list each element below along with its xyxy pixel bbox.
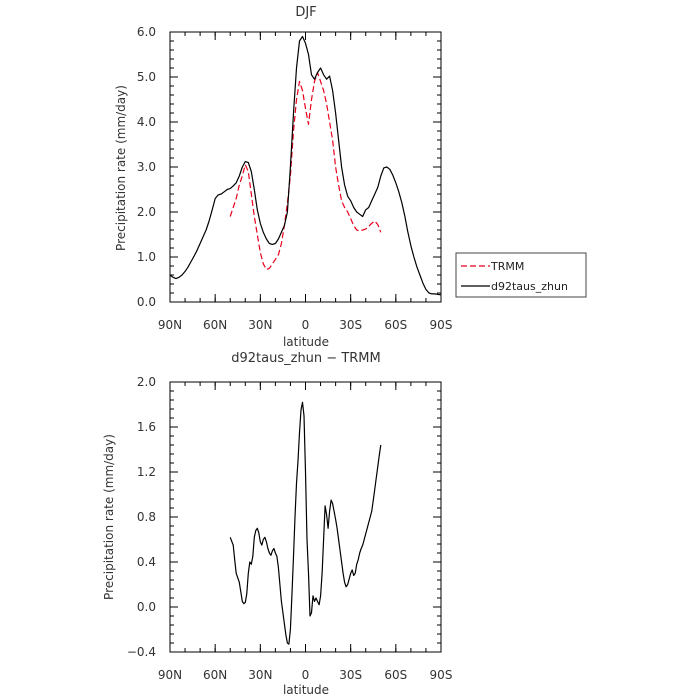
chart-ylabel: Precipitation rate (mm/day): [114, 85, 128, 251]
legend-label-trmm: TRMM: [490, 260, 524, 273]
legend-box: [455, 252, 587, 298]
x-tick-label: 90S: [430, 318, 453, 332]
x-tick-label: 60S: [384, 668, 407, 682]
y-tick-label: 1.2: [137, 465, 156, 479]
y-tick-label: 0.4: [137, 555, 156, 569]
x-tick-label: 60S: [384, 318, 407, 332]
y-tick-label: 1.6: [137, 420, 156, 434]
legend: TRMM d92taus_zhun: [455, 252, 587, 298]
x-tick-label: 30N: [248, 668, 272, 682]
y-tick-label: 5.0: [137, 70, 156, 84]
plot-frame: [169, 31, 442, 303]
chart-xlabel: latitude: [283, 335, 329, 349]
y-tick-label: 0.0: [137, 295, 156, 309]
x-tick-label: 90S: [430, 668, 453, 682]
y-tick-label: 3.0: [137, 160, 156, 174]
y-tick-label: 2.0: [137, 205, 156, 219]
x-tick-label: 90N: [158, 668, 182, 682]
x-tick-label: 30S: [339, 318, 362, 332]
x-tick-label: 60N: [203, 318, 227, 332]
series-line-d92taus-zhun: [169, 35, 442, 296]
legend-label-model: d92taus_zhun: [491, 280, 568, 293]
x-tick-label: 30N: [248, 318, 272, 332]
y-tick-label: 0.0: [137, 600, 156, 614]
chart-ylabel: Precipitation rate (mm/day): [102, 434, 116, 600]
chart-title: d92taus_zhun − TRMM: [231, 351, 380, 366]
x-tick-label: 90N: [158, 318, 182, 332]
y-tick-label: 1.0: [137, 250, 156, 264]
x-tick-label: 60N: [203, 668, 227, 682]
y-tick-label: 0.8: [137, 510, 156, 524]
plot-frame: [169, 381, 442, 653]
x-tick-label: 0: [302, 668, 310, 682]
x-tick-label: 30S: [339, 668, 362, 682]
y-tick-label: −0.4: [127, 645, 156, 659]
y-tick-label: 6.0: [137, 25, 156, 39]
y-tick-label: 2.0: [137, 375, 156, 389]
series-line-trmm: [229, 71, 382, 271]
x-tick-label: 0: [302, 318, 310, 332]
series-line-difference: [229, 401, 382, 645]
chart-xlabel: latitude: [283, 683, 329, 697]
y-tick-label: 4.0: [137, 115, 156, 129]
chart-title: DJF: [295, 5, 316, 20]
